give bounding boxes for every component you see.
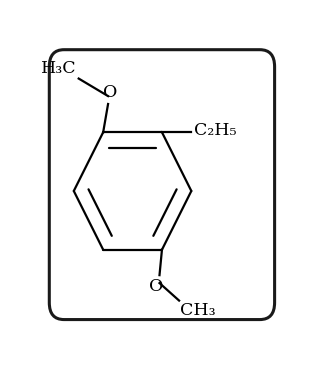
Text: C₂H₅: C₂H₅ [194,122,236,139]
Text: H₃C: H₃C [41,60,76,77]
Text: O: O [103,84,118,101]
Text: O: O [149,278,163,295]
FancyBboxPatch shape [49,50,275,320]
Text: CH₃: CH₃ [180,302,216,319]
